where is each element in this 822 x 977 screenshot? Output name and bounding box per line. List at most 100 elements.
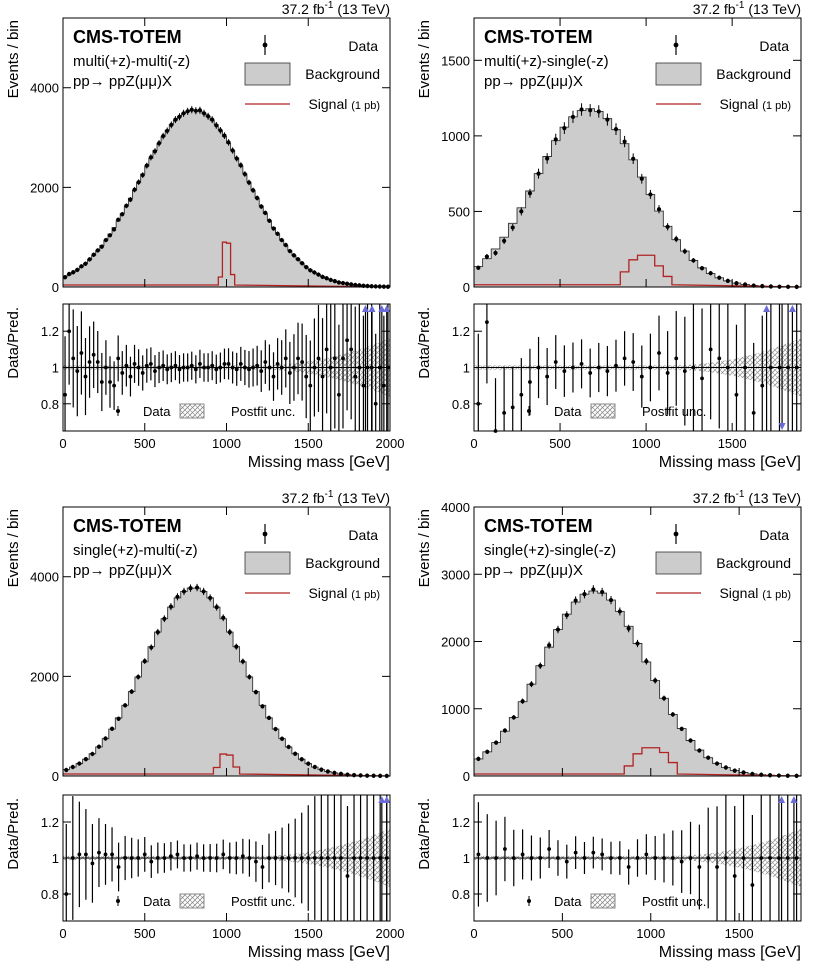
data-point: [742, 282, 748, 287]
data-point: [300, 261, 305, 266]
data-point: [357, 283, 362, 288]
data-point: [226, 140, 231, 145]
ratio-legend-unc-swatch: [179, 893, 205, 909]
data-point: [635, 641, 640, 646]
data-point: [564, 613, 569, 618]
y-tick-label: 1500: [441, 53, 470, 68]
ratio-point: [732, 874, 737, 878]
category-label: multi(+z)-multi(-z): [73, 53, 190, 70]
ratio-point: [485, 320, 489, 325]
ratio-point: [662, 856, 666, 860]
ratio-point: [582, 856, 587, 860]
ratio-point: [218, 365, 223, 370]
data-point: [653, 678, 658, 683]
data-point: [140, 172, 145, 178]
data-point: [286, 744, 291, 750]
data-point: [67, 271, 72, 277]
ratio-point: [153, 369, 157, 374]
legend-background-label: Background: [716, 555, 791, 571]
ratio-point: [287, 371, 292, 375]
upper-panel: 0 2000 4000 Events / bin 37.2 fb-1 (13 TeV) C…: [5, 489, 391, 784]
ratio-point: [476, 852, 481, 857]
data-point: [109, 726, 115, 731]
x-tick-label: 0: [59, 436, 66, 451]
data-point: [714, 761, 720, 766]
ratio-y-tick-label: 0.8: [452, 397, 470, 412]
data-point: [484, 254, 490, 259]
ratio-point: [325, 856, 330, 860]
luminosity-label: 37.2 fb-1 (13 TeV): [282, 0, 390, 17]
data-point: [338, 771, 344, 777]
experiment-label: CMS-TOTEM: [484, 27, 593, 47]
x-axis-label: Missing mass [GeV]: [248, 454, 390, 471]
ratio-point: [324, 347, 329, 352]
ratio-point: [169, 365, 174, 370]
ratio-point: [358, 856, 363, 860]
ratio-legend-data-marker: [527, 899, 531, 903]
data-point: [128, 197, 133, 202]
data-point: [351, 772, 357, 778]
y-tick-label: 4000: [441, 500, 470, 515]
ratio-point: [631, 360, 636, 364]
ratio-point: [210, 363, 215, 368]
y-tick-label: 3000: [441, 567, 470, 582]
data-point: [189, 107, 194, 112]
legend-background-label: Background: [305, 66, 380, 82]
ratio-point: [259, 369, 264, 374]
legend-signal-xsec: (1 pb): [351, 589, 380, 601]
process-label: pp→ ppZ(μμ)X: [73, 562, 172, 579]
data-point: [688, 738, 693, 743]
data-point: [562, 126, 567, 131]
x-tick-label: 0: [59, 926, 66, 941]
data-point: [230, 148, 235, 153]
data-point: [162, 616, 167, 621]
ratio-panel: 0.8 1 1.2 0 500 1000 1500 Data/Pred. Missing mas…: [416, 794, 802, 961]
ratio-point: [132, 361, 137, 366]
data-point: [208, 595, 213, 600]
data-point: [168, 604, 174, 609]
ratio-point: [571, 365, 575, 370]
data-point: [83, 261, 88, 266]
ratio-point: [296, 356, 300, 361]
data-point: [293, 751, 298, 756]
data-point: [136, 674, 141, 680]
data-point: [579, 107, 584, 112]
data-point: [608, 598, 614, 603]
data-point: [511, 715, 516, 720]
y-tick-label: 2000: [441, 635, 470, 650]
data-point: [344, 281, 350, 286]
signal-histogram: [474, 254, 802, 288]
data-point: [732, 768, 737, 773]
ratio-point: [124, 363, 129, 368]
data-point: [260, 704, 265, 709]
ratio-point: [697, 865, 702, 869]
overflow-arrow-up: [790, 796, 798, 803]
data-point: [155, 629, 160, 635]
data-point: [266, 715, 272, 720]
data-point: [250, 188, 256, 193]
data-point: [129, 689, 134, 694]
ratio-point: [679, 859, 684, 864]
data-point: [493, 740, 499, 745]
data-point: [142, 659, 147, 664]
ratio-point: [91, 352, 96, 357]
ratio-point: [198, 361, 202, 366]
y-tick-label: 4000: [30, 81, 59, 96]
data-point: [679, 726, 684, 731]
data-point: [328, 277, 333, 283]
overflow-arrow-up: [368, 305, 376, 312]
legend-signal-label: Signal (1 pb): [719, 585, 791, 601]
data-point: [71, 270, 76, 275]
ratio-point: [148, 361, 153, 366]
ratio-point: [304, 374, 309, 379]
data-point: [210, 117, 215, 122]
data-point: [111, 227, 117, 232]
x-tick-label: 1000: [636, 926, 665, 941]
data-point: [291, 253, 297, 258]
data-point: [760, 283, 765, 289]
lumi-energy: (13 TeV): [744, 490, 801, 506]
ratio-point: [519, 392, 524, 397]
ratio-y-tick-label: 1.2: [452, 815, 470, 830]
ratio-y-tick-label: 0.8: [41, 887, 59, 902]
data-point: [325, 769, 330, 774]
